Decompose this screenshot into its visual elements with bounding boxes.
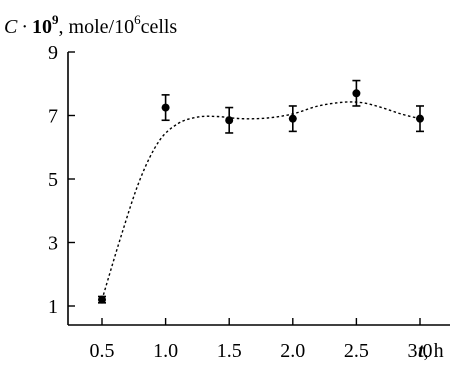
data-point <box>352 89 361 98</box>
data-point <box>416 114 424 123</box>
data-point <box>288 114 297 123</box>
y-axis-title: C · 109, mole/106cells <box>4 12 177 38</box>
x-tick-label: 1.5 <box>217 340 242 362</box>
fit-curve <box>101 101 421 300</box>
y-tick-label: 3 <box>48 233 58 255</box>
x-tick-label: 2.5 <box>344 340 369 362</box>
x-tick-label: 2.0 <box>280 340 305 362</box>
x-tick-label: 3.0 <box>408 340 433 362</box>
data-point <box>225 116 234 125</box>
x-tick-label: 1.0 <box>153 340 178 362</box>
data-point <box>161 103 170 112</box>
y-tick-label: 9 <box>48 42 58 64</box>
data-point <box>98 295 106 304</box>
x-axis-title: t, h <box>418 340 444 362</box>
y-tick-label: 5 <box>48 169 58 191</box>
y-tick-label: 1 <box>48 296 58 318</box>
y-tick-label: 7 <box>48 106 58 128</box>
x-tick-label: 0.5 <box>90 340 115 362</box>
